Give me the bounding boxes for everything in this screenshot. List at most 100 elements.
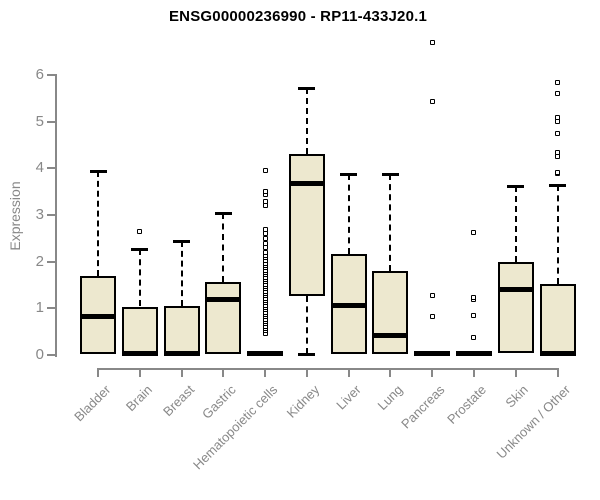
upper-whisker-cap <box>131 248 149 252</box>
x-tick-label: Unknown / Other <box>493 382 574 462</box>
outlier-point <box>262 168 268 174</box>
outlier-point <box>262 240 268 246</box>
upper-whisker-cap <box>381 172 399 176</box>
y-axis-line <box>55 74 57 357</box>
median-line <box>163 350 200 356</box>
outlier-point <box>471 230 477 236</box>
upper-whisker <box>556 185 559 284</box>
outlier-point <box>429 314 435 320</box>
median-line <box>205 296 242 302</box>
box <box>539 283 576 355</box>
x-axis-tick <box>264 368 267 377</box>
x-axis-tick <box>472 368 475 377</box>
median-line <box>288 180 325 186</box>
upper-whisker-cap <box>173 240 190 244</box>
outlier-point <box>555 91 560 97</box>
x-axis-tick <box>347 368 350 377</box>
outlier-point <box>429 99 435 105</box>
upper-whisker-cap <box>549 184 566 188</box>
upper-whisker <box>389 173 392 271</box>
x-axis-tick <box>138 368 141 377</box>
upper-whisker <box>305 88 308 155</box>
upper-whisker <box>514 186 517 263</box>
x-tick-label: Bladder <box>71 382 114 425</box>
y-tick-label: 5 <box>35 112 44 130</box>
median-line <box>247 351 284 357</box>
median-line <box>455 351 492 357</box>
y-axis-tick <box>47 260 55 263</box>
outlier-point <box>262 231 268 237</box>
box <box>163 306 200 355</box>
y-tick-label: 2 <box>35 252 44 270</box>
upper-whisker-cap <box>214 211 232 215</box>
box <box>121 306 158 355</box>
x-tick-label: Gastric <box>199 382 239 422</box>
median-line <box>121 350 158 356</box>
outlier-point <box>555 154 560 160</box>
y-axis-tick <box>47 74 55 76</box>
y-tick-label: 4 <box>35 159 44 177</box>
outlier-point <box>471 334 477 340</box>
x-tick-label: Prostate <box>444 382 490 427</box>
upper-whisker-cap <box>340 172 358 176</box>
y-axis-tick <box>47 120 55 123</box>
upper-whisker <box>180 241 183 306</box>
y-axis-tick <box>47 167 55 170</box>
x-tick-label: Kidney <box>283 382 323 421</box>
upper-whisker <box>138 249 141 307</box>
x-axis-tick <box>431 368 434 377</box>
outlier-point <box>262 235 268 241</box>
y-axis-tick <box>47 354 55 356</box>
x-tick-label: Skin <box>502 382 532 411</box>
x-tick-label: Breast <box>159 382 198 420</box>
x-axis-tick <box>180 368 183 377</box>
outlier-point <box>555 115 560 121</box>
lower-whisker <box>305 295 308 354</box>
outlier-point <box>262 249 268 255</box>
upper-whisker-cap <box>507 185 525 189</box>
x-axis-tick <box>97 368 99 377</box>
x-tick-label: Pancreas <box>398 382 448 432</box>
outlier-point <box>262 226 268 232</box>
box <box>288 154 325 296</box>
outlier-point <box>262 199 268 205</box>
outlier-point <box>262 189 268 195</box>
outlier-point <box>262 245 268 251</box>
outlier-point <box>555 79 560 85</box>
y-tick-label: 1 <box>35 299 44 317</box>
outlier-point <box>555 130 560 136</box>
x-axis-tick <box>222 368 225 377</box>
lower-whisker-cap <box>298 353 316 357</box>
box <box>372 271 409 355</box>
upper-whisker <box>347 173 350 255</box>
outlier-point <box>555 149 560 155</box>
outlier-point <box>471 312 477 318</box>
upper-whisker-cap <box>298 87 316 91</box>
y-axis-tick <box>47 214 55 216</box>
median-line <box>539 350 576 356</box>
outlier-point <box>429 293 435 299</box>
y-axis-tick <box>47 307 55 310</box>
box <box>497 262 534 354</box>
median-line <box>497 286 534 292</box>
outlier-point <box>429 39 435 45</box>
x-axis-tick <box>389 368 392 377</box>
x-axis-line <box>97 368 559 370</box>
x-tick-label: Brain <box>123 382 156 415</box>
y-tick-label: 3 <box>35 206 44 223</box>
box <box>205 281 242 354</box>
outlier-point <box>471 294 477 300</box>
median-line <box>372 332 409 338</box>
upper-whisker <box>97 170 99 276</box>
x-axis-tick <box>305 368 308 377</box>
x-tick-label: Liver <box>333 382 365 413</box>
outlier-point <box>137 228 143 234</box>
upper-whisker-cap <box>89 169 107 173</box>
median-line <box>80 314 116 320</box>
x-tick-label: Lung <box>374 382 407 414</box>
median-line <box>330 302 367 308</box>
outlier-point <box>555 169 560 175</box>
chart-title: ENSG00000236990 - RP11-433J20.1 <box>168 8 428 25</box>
